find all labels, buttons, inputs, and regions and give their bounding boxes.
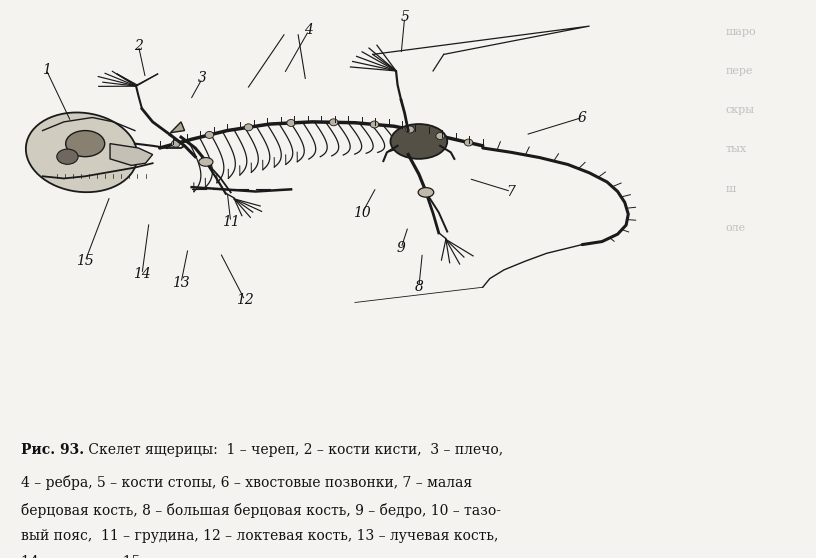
Text: 8: 8 (415, 280, 424, 294)
Text: 11: 11 (222, 215, 240, 229)
Text: 15: 15 (77, 254, 94, 268)
Text: 9: 9 (397, 241, 406, 255)
Text: Скелет ящерицы:  1 – череп, 2 – кости кисти,  3 – плечо,: Скелет ящерицы: 1 – череп, 2 – кости кис… (84, 442, 503, 456)
Text: 12: 12 (236, 294, 254, 307)
Text: 1: 1 (42, 62, 51, 76)
Text: 4: 4 (304, 23, 313, 37)
Ellipse shape (330, 119, 338, 126)
Text: ш: ш (726, 184, 736, 194)
Polygon shape (171, 122, 184, 133)
Text: 14 – лопатка, 15 – ключица: 14 – лопатка, 15 – ключица (21, 555, 222, 558)
Circle shape (418, 187, 434, 197)
Ellipse shape (205, 132, 214, 138)
Ellipse shape (464, 139, 472, 146)
Ellipse shape (406, 126, 415, 133)
Text: оле: оле (726, 223, 746, 233)
Text: 5: 5 (400, 11, 409, 25)
Text: 6: 6 (578, 110, 587, 124)
Text: 7: 7 (507, 185, 516, 199)
Polygon shape (110, 143, 153, 165)
Text: 3: 3 (198, 71, 206, 85)
Text: шаро: шаро (726, 27, 756, 37)
Text: пере: пере (726, 66, 753, 76)
Text: скры: скры (726, 105, 755, 115)
Text: 10: 10 (353, 206, 371, 220)
Text: вый пояс,  11 – грудина, 12 – локтевая кость, 13 – лучевая кость,: вый пояс, 11 – грудина, 12 – локтевая ко… (21, 529, 499, 543)
Text: берцовая кость, 8 – большая берцовая кость, 9 – бедро, 10 – тазо-: берцовая кость, 8 – большая берцовая кос… (21, 503, 501, 518)
Ellipse shape (65, 131, 104, 157)
Ellipse shape (244, 124, 253, 131)
Ellipse shape (436, 133, 445, 140)
Ellipse shape (26, 113, 137, 192)
Text: 13: 13 (172, 276, 190, 290)
Text: 4 – ребра, 5 – кости стопы, 6 – хвостовые позвонки, 7 – малая: 4 – ребра, 5 – кости стопы, 6 – хвостовы… (21, 475, 472, 490)
Text: 2: 2 (134, 39, 143, 52)
Text: Рис. 93.: Рис. 93. (21, 442, 84, 456)
Text: 14: 14 (133, 267, 151, 281)
Text: тых: тых (726, 145, 747, 155)
Circle shape (199, 157, 213, 166)
Ellipse shape (57, 149, 78, 164)
Ellipse shape (171, 140, 180, 147)
Ellipse shape (370, 121, 379, 128)
Ellipse shape (286, 119, 295, 127)
Ellipse shape (390, 124, 447, 159)
